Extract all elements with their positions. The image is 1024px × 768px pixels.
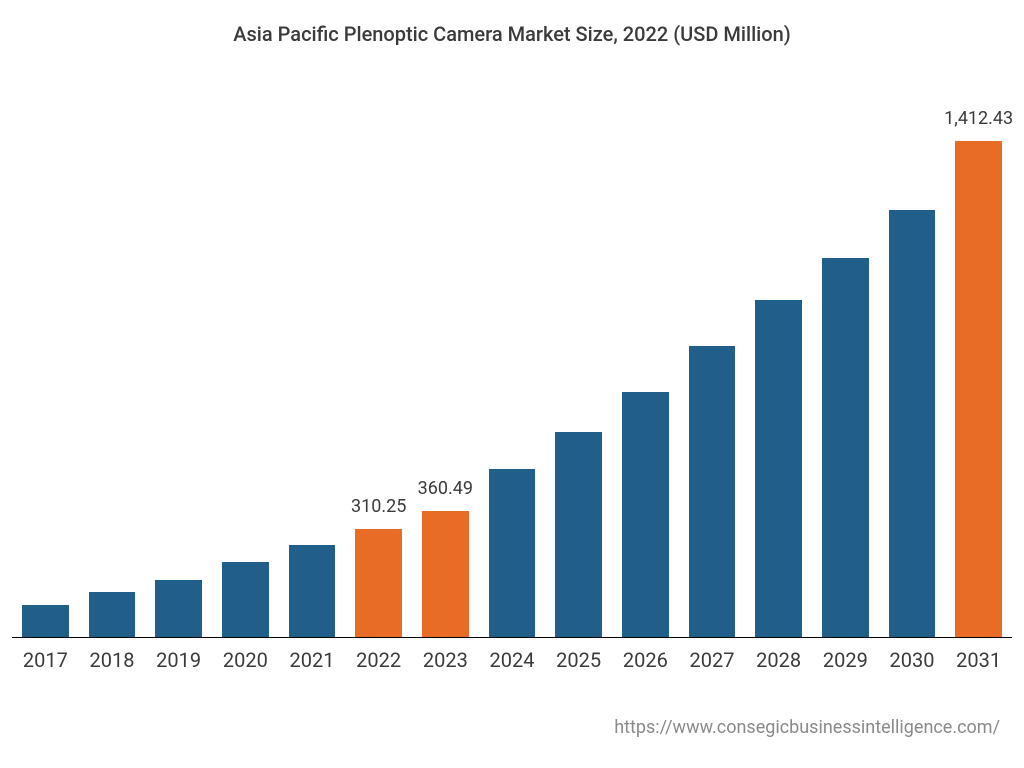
bar-slot: 310.252022: [345, 110, 412, 638]
x-axis-label: 2022: [356, 648, 401, 672]
bar-value-label: 1,412.43: [944, 108, 1013, 129]
bar: [689, 346, 736, 638]
x-axis-label: 2019: [156, 648, 201, 672]
chart-container: Asia Pacific Plenoptic Camera Market Siz…: [0, 0, 1024, 768]
bar: [489, 469, 536, 638]
x-axis-label: 2029: [823, 648, 868, 672]
bar: [222, 562, 269, 638]
bar: [955, 141, 1002, 638]
bar-value-label: 310.25: [351, 496, 406, 517]
bar-slot: 2026: [612, 110, 679, 638]
bar-slot: 2030: [879, 110, 946, 638]
bar: [555, 432, 602, 638]
bar-value-label: 360.49: [418, 478, 473, 499]
bar-slot: 1,412.432031: [945, 110, 1012, 638]
x-axis-label: 2017: [23, 648, 68, 672]
bar-slot: 2028: [745, 110, 812, 638]
bar-slot: 2017: [12, 110, 79, 638]
bar: [622, 392, 669, 638]
x-axis-label: 2021: [290, 648, 335, 672]
x-axis-label: 2024: [490, 648, 535, 672]
bar-slot: 2029: [812, 110, 879, 638]
bar: [289, 545, 336, 638]
chart-area: 20172018201920202021310.252022360.492023…: [12, 110, 1012, 638]
x-axis-label: 2025: [556, 648, 601, 672]
bar-slot: 2025: [545, 110, 612, 638]
x-axis-label: 2031: [956, 648, 1001, 672]
bar: [355, 529, 402, 638]
bar-slot: 2020: [212, 110, 279, 638]
bar: [22, 605, 69, 638]
x-axis-label: 2027: [690, 648, 735, 672]
source-url: https://www.consegicbusinessintelligence…: [614, 717, 1000, 738]
bar-slot: 2021: [279, 110, 346, 638]
bar-slot: 360.492023: [412, 110, 479, 638]
bar: [755, 300, 802, 638]
bar: [89, 592, 136, 638]
bars-group: 20172018201920202021310.252022360.492023…: [12, 110, 1012, 638]
x-axis-label: 2018: [90, 648, 135, 672]
bar-slot: 2019: [145, 110, 212, 638]
bar: [822, 258, 869, 638]
bar-slot: 2027: [679, 110, 746, 638]
x-axis-line: [12, 637, 1012, 638]
x-axis-label: 2020: [223, 648, 268, 672]
x-axis-label: 2030: [890, 648, 935, 672]
chart-title: Asia Pacific Plenoptic Camera Market Siz…: [0, 22, 1024, 46]
bar: [889, 210, 936, 638]
x-axis-label: 2023: [423, 648, 468, 672]
bar-slot: 2018: [79, 110, 146, 638]
bar-slot: 2024: [479, 110, 546, 638]
x-axis-label: 2028: [756, 648, 801, 672]
x-axis-label: 2026: [623, 648, 668, 672]
bar: [422, 511, 469, 638]
bar: [155, 580, 202, 638]
